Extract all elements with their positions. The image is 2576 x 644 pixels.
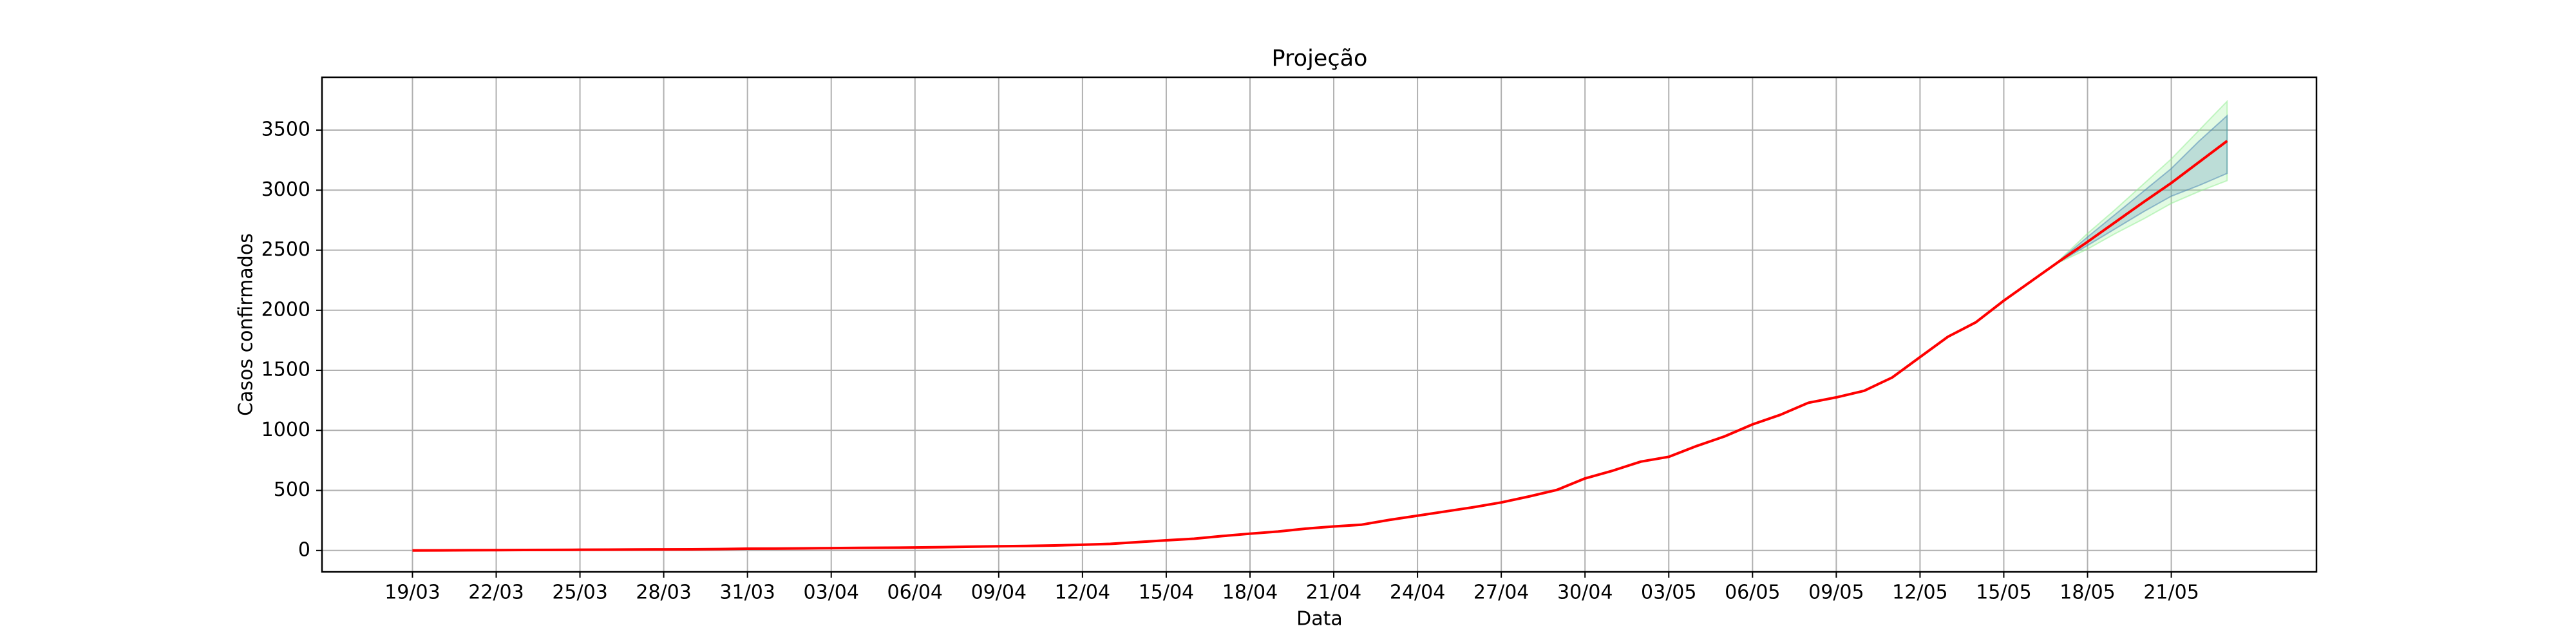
x-tick-label: 19/03 [384, 582, 440, 604]
x-tick-label: 31/03 [719, 582, 775, 604]
x-tick-label: 21/05 [2143, 582, 2199, 604]
x-tick-label: 12/04 [1055, 582, 1110, 604]
x-tick-label: 21/04 [1306, 582, 1361, 604]
y-tick-label: 3000 [261, 178, 310, 201]
x-tick-label: 06/05 [1725, 582, 1780, 604]
x-tick-label: 09/05 [1808, 582, 1864, 604]
chart-title: Projeção [1272, 46, 1368, 71]
x-tick-label: 30/04 [1557, 582, 1613, 604]
x-axis-label: Data [1296, 608, 1343, 630]
y-tick-label: 2000 [261, 298, 310, 321]
y-axis-label: Casos confirmados [235, 233, 258, 416]
y-tick-label: 1000 [261, 419, 310, 441]
x-tick-label: 18/05 [2060, 582, 2115, 604]
x-tick-label: 24/04 [1390, 582, 1445, 604]
y-tick-label: 0 [298, 538, 310, 561]
x-tick-label: 06/04 [887, 582, 943, 604]
confidence-band [2059, 114, 2228, 263]
plot-area: 0 500 1000 1500 2000 2500 3000 3500 19/03 22/03 25… [261, 77, 2316, 604]
data-line [412, 140, 2228, 552]
y-tick-label: 500 [274, 478, 310, 501]
x-tick-label: 27/04 [1473, 582, 1529, 604]
y-tick-label: 2500 [261, 238, 310, 261]
x-tick-label: 15/04 [1139, 582, 1194, 604]
confidence-band [2059, 99, 2228, 263]
x-tick-label: 03/05 [1641, 582, 1696, 604]
x-tick-label: 25/03 [552, 582, 607, 604]
x-tick-label: 03/04 [803, 582, 858, 604]
axes-frame [321, 76, 2318, 573]
y-tick-label: 3500 [261, 118, 310, 141]
y-tick-label: 1500 [261, 359, 310, 381]
x-tick-label: 12/05 [1892, 582, 1947, 604]
x-tick-label: 28/03 [636, 582, 691, 604]
x-tick-label: 22/03 [468, 582, 524, 604]
x-tick-label: 15/05 [1976, 582, 2031, 604]
x-tick-label: 18/04 [1222, 582, 1278, 604]
x-tick-label: 09/04 [971, 582, 1027, 604]
